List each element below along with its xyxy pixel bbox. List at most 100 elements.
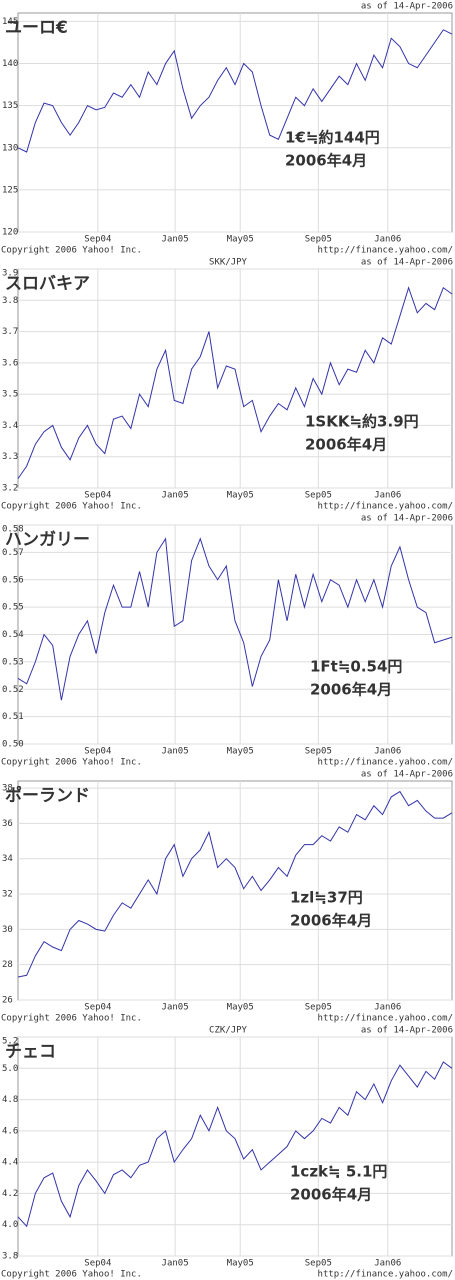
y-tick-label: 130: [2, 143, 18, 153]
x-tick-label: Sep05: [305, 491, 332, 501]
date-note: as of 14-Apr-2006: [361, 770, 453, 780]
x-tick-label: Sep05: [305, 1259, 332, 1269]
source: http://finance.yahoo.com/: [318, 758, 453, 768]
y-tick-label: 0.54: [2, 630, 24, 640]
date-note: as of 14-Apr-2006: [361, 514, 453, 524]
plot-area: [17, 780, 453, 1001]
annotation: 1czk≒ 5.1円: [290, 1163, 387, 1181]
y-tick-label: 135: [2, 101, 18, 111]
plot-area: [17, 268, 453, 489]
y-tick-label: 0.52: [2, 685, 24, 695]
price-line: [17, 286, 453, 479]
y-tick-label: 5.2: [2, 1037, 18, 1047]
y-tick-label: 5.0: [2, 1064, 18, 1074]
y-tick-label: 38: [2, 784, 13, 794]
date-note: as of 14-Apr-2006: [361, 258, 453, 268]
y-tick-label: 4.4: [2, 1158, 18, 1168]
y-tick-label: 4.2: [2, 1189, 18, 1199]
x-tick-label: Jan06: [374, 747, 401, 757]
x-tick-label: May05: [227, 235, 254, 245]
y-tick-label: 34: [2, 854, 13, 864]
y-tick-label: 36: [2, 819, 13, 829]
date-note: as of 14-Apr-2006: [361, 2, 453, 12]
x-tick-label: Jan06: [374, 235, 401, 245]
x-tick-label: Jan06: [374, 1259, 401, 1269]
date-note: as of 14-Apr-2006: [361, 1026, 453, 1036]
y-tick-label: 3.4: [2, 421, 18, 431]
annotation: 1zl≒37円: [290, 889, 363, 907]
source: http://finance.yahoo.com/: [318, 1270, 453, 1280]
source: http://finance.yahoo.com/: [318, 502, 453, 512]
x-tick-label: Jan05: [162, 1259, 189, 1269]
subtitle: SKK/JPY: [209, 258, 248, 268]
y-tick-label: 3.6: [2, 358, 18, 368]
y-tick-label: 26: [2, 996, 13, 1006]
annotation: 1€≒約144円: [285, 129, 380, 147]
x-tick-label: May05: [227, 491, 254, 501]
copyright: Copyright 2006 Yahoo! Inc.: [1, 1270, 142, 1280]
x-tick-label: May05: [227, 1003, 254, 1013]
chart-title: ハンガリー: [5, 530, 90, 550]
x-tick-label: Sep05: [305, 235, 332, 245]
annotation: 1SKK≒約3.9円: [305, 413, 419, 431]
y-tick-label: 4.6: [2, 1126, 18, 1136]
copyright: Copyright 2006 Yahoo! Inc.: [1, 1014, 142, 1024]
y-tick-label: 0.51: [2, 712, 24, 722]
plot-area: [17, 12, 453, 233]
y-tick-label: 3.9: [2, 269, 18, 279]
chart-title: ユーロ€: [5, 18, 68, 38]
y-tick-label: 145: [2, 17, 18, 27]
chart-title: チェコ: [5, 1042, 56, 1062]
price-line: [17, 790, 453, 978]
chart-title: スロバキア: [5, 274, 90, 294]
y-tick-label: 4.0: [2, 1220, 18, 1230]
plot-area: [17, 1036, 453, 1257]
y-tick-label: 120: [2, 228, 18, 238]
x-tick-label: Sep04: [84, 1003, 111, 1013]
x-tick-label: Jan05: [162, 235, 189, 245]
x-tick-label: Jan06: [374, 491, 401, 501]
x-tick-label: Jan05: [162, 747, 189, 757]
copyright: Copyright 2006 Yahoo! Inc.: [1, 246, 142, 256]
y-tick-label: 4.8: [2, 1095, 18, 1105]
annotation: 2006年4月: [290, 912, 372, 930]
x-tick-label: Jan05: [162, 491, 189, 501]
y-tick-label: 28: [2, 960, 13, 970]
annotation: 2006年4月: [285, 152, 367, 170]
x-tick-label: Sep04: [84, 747, 111, 757]
copyright: Copyright 2006 Yahoo! Inc.: [1, 502, 142, 512]
x-tick-label: May05: [227, 747, 254, 757]
annotation: 2006年4月: [290, 1186, 372, 1204]
chart-title: ポーランド: [5, 785, 90, 806]
x-tick-label: Sep04: [84, 1259, 111, 1269]
source: http://finance.yahoo.com/: [318, 1014, 453, 1024]
annotation: 2006年4月: [310, 681, 392, 699]
subtitle: CZK/JPY: [209, 1026, 248, 1036]
x-tick-label: May05: [227, 1259, 254, 1269]
y-tick-label: 3.8: [2, 1252, 18, 1262]
y-tick-label: 0.58: [2, 525, 24, 535]
annotation: 1Ft≒0.54円: [310, 658, 402, 676]
annotation: 2006年4月: [305, 436, 387, 454]
y-tick-label: 125: [2, 185, 18, 195]
y-tick-label: 0.50: [2, 740, 24, 750]
x-tick-label: Jan05: [162, 1003, 189, 1013]
y-tick-label: 0.57: [2, 548, 24, 558]
price-line: [17, 29, 453, 153]
source: http://finance.yahoo.com/: [318, 246, 453, 256]
x-tick-label: Sep05: [305, 747, 332, 757]
copyright: Copyright 2006 Yahoo! Inc.: [1, 758, 142, 768]
y-tick-label: 30: [2, 925, 13, 935]
x-tick-label: Jan06: [374, 1003, 401, 1013]
y-tick-label: 3.5: [2, 390, 18, 400]
y-tick-label: 3.7: [2, 327, 18, 337]
y-tick-label: 32: [2, 890, 13, 900]
y-tick-label: 0.53: [2, 657, 24, 667]
y-tick-label: 0.56: [2, 575, 24, 585]
y-tick-label: 0.55: [2, 603, 24, 613]
price-line: [17, 537, 453, 701]
y-tick-label: 3.2: [2, 484, 18, 494]
y-tick-label: 3.3: [2, 452, 18, 462]
price-line: [17, 1061, 453, 1228]
